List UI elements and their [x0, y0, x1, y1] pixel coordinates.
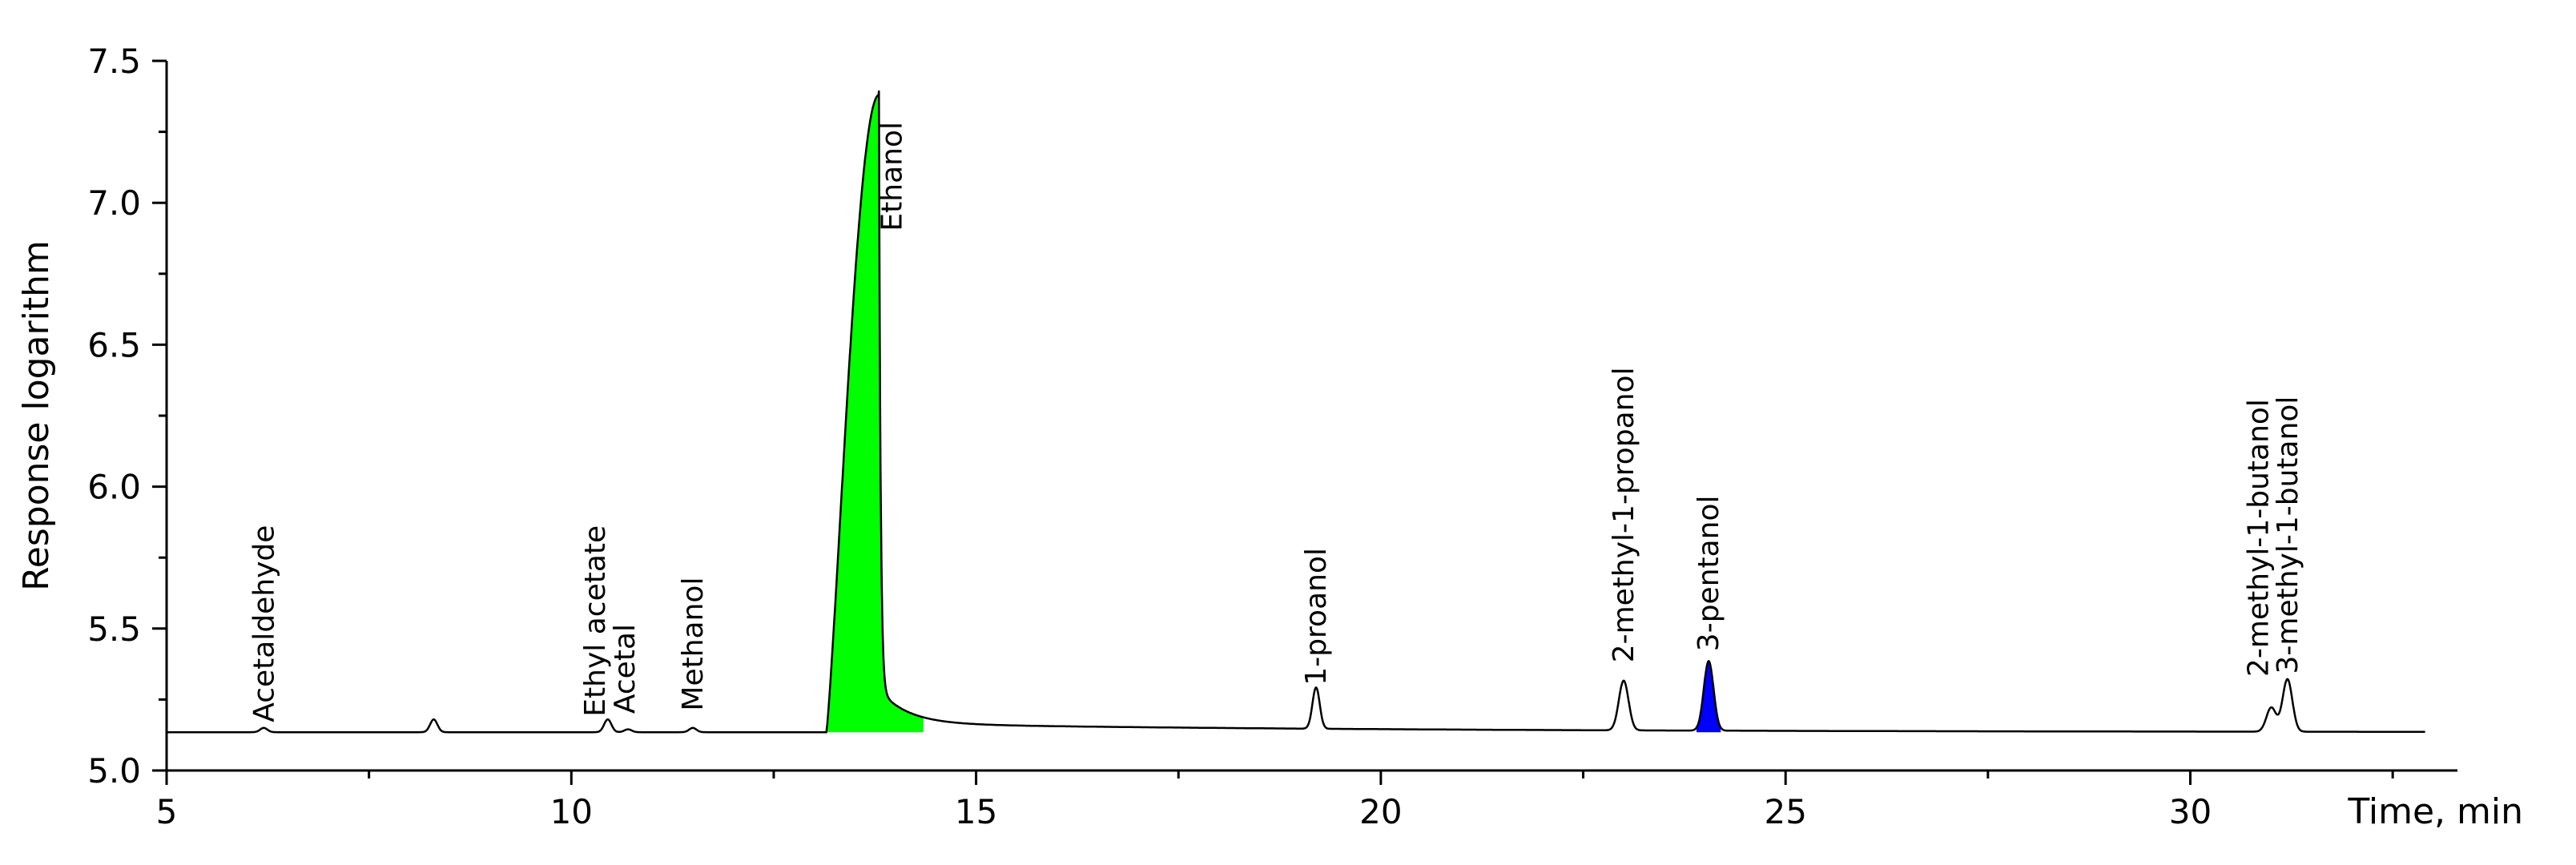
peak-label: Acetal	[609, 624, 642, 714]
chromatogram-trace	[167, 90, 2425, 734]
peak-label: 2-methyl-1-butanol	[2243, 399, 2276, 677]
y-tick-label: 7.0	[87, 183, 141, 223]
peak-label: Ethyl acetate	[579, 525, 612, 717]
peak-label: Ethanol	[875, 122, 908, 231]
peak-fill	[1697, 661, 1721, 733]
peak-label: 2-methyl-1-propanol	[1608, 367, 1640, 662]
y-tick-label: 7.5	[87, 42, 141, 81]
peak-label: 3-pentanol	[1693, 495, 1725, 651]
peak-label: 3-methyl-1-butanol	[2272, 396, 2304, 674]
y-tick-label: 5.5	[87, 610, 141, 649]
x-tick-label: 25	[1764, 792, 1806, 831]
y-tick-label: 6.5	[87, 325, 141, 364]
x-tick-label: 20	[1359, 792, 1402, 831]
peak-label: Methanol	[677, 577, 710, 711]
x-axis-title: Time, min	[2347, 791, 2523, 832]
x-tick-label: 15	[955, 792, 997, 831]
y-axis-title: Response logarithm	[16, 240, 57, 591]
peak-fills	[824, 95, 1721, 733]
y-tick-label: 6.0	[87, 468, 141, 507]
peak-label: 1-proanol	[1300, 548, 1333, 686]
x-tick-label: 10	[550, 792, 593, 831]
x-tick-label: 30	[2169, 792, 2212, 831]
x-tick-label: 5	[156, 792, 178, 831]
peak-fill	[824, 95, 924, 733]
y-tick-label: 5.0	[87, 751, 141, 791]
axes: 5 10 15 20 25 30 5.0 5.5 6.0 6.5 7.0 7.5	[87, 42, 2457, 831]
peak-label: Acetaldehyde	[248, 525, 280, 722]
